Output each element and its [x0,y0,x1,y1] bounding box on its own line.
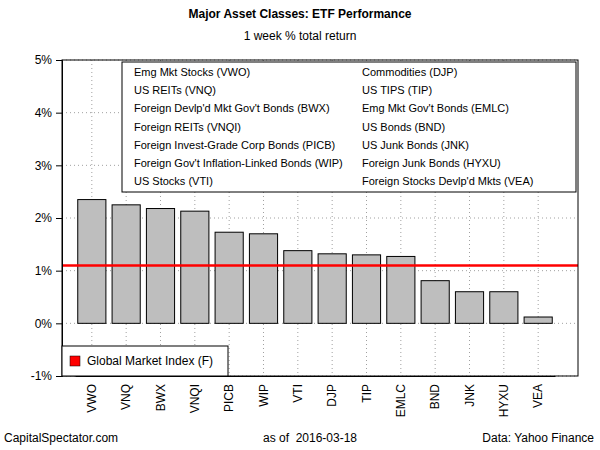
footer-left: CapitalSpectator.com [4,431,118,445]
y-tick-mark [56,323,62,324]
legend-swatch [70,356,80,366]
y-tick: 0% [35,317,62,331]
bar [490,292,518,324]
y-tick: 2% [35,211,62,225]
title: Major Asset Classes: ETF Performance [189,7,412,21]
annotation-box: Emg Mkt Stocks (VWO) US REITs (VNQ) Foreig… [122,62,576,192]
legend-label: Global Market Index (F) [87,354,213,368]
bar [181,211,209,323]
footer-center: as of 2016-03-18 [263,431,357,445]
annotation: US Stocks (VTI) [134,175,213,187]
x-tick-label: VNQ [119,384,133,410]
annotation: Foreign Junk Bonds (HYXU) [362,157,501,169]
x-tick-label: VWO [85,384,99,413]
y-tick-mark [56,60,62,61]
y-tick: -1% [31,369,62,383]
y-tick-label: 4% [35,106,53,120]
x-tick-label: VEA [531,384,545,408]
x-tick-label: TIP [360,384,374,403]
x-tick-label: BND [428,384,442,410]
chart: Major Asset Classes: ETF Performance 1 we… [0,0,600,450]
bar [112,205,140,323]
annotation: US TIPS (TIP) [362,84,432,96]
annotation: Foreign Devlp'd Mkt Gov't Bonds (BWX) [134,102,330,114]
x-tick-label: WIP [257,384,271,407]
x-tick: VTI [291,376,305,403]
x-tick: VNQ [119,376,133,410]
bar [215,232,243,323]
annotation: US Bonds (BND) [362,121,445,133]
x-tick-label: EMLC [394,384,408,418]
x-tick: VWO [85,376,99,413]
x-tick-label: HYXU [497,384,511,417]
y-tick-mark [56,271,62,272]
benchmark-line [62,264,578,267]
annotation: Emg Mkt Gov't Bonds (EMLC) [362,102,509,114]
annotation: US Junk Bonds (JNK) [362,139,469,151]
x-tick: VEA [531,376,545,408]
y-tick-label: 0% [35,317,53,331]
annotation: Foreign Stocks Devlp'd Mkts (VEA) [362,175,533,187]
y-tick-mark [56,218,62,219]
bar [249,234,277,324]
annotation: US REITs (VNQ) [134,84,216,96]
annotation: Foreign Invest-Grade Corp Bonds (PICB) [134,139,335,151]
y-tick-mark [56,113,62,114]
x-tick-label: PICB [222,384,236,412]
y-tick: 5% [35,53,62,67]
y-tick-label: 1% [35,264,53,278]
x-axis: VWO VNQ BWX VNQI PICB WIP VTI DJP TIP EMLC BND JNK H… [76,376,556,417]
x-tick: BWX [154,376,168,411]
y-tick: 3% [35,159,62,173]
x-tick: TIP [360,376,374,403]
annotation-frame [122,62,576,192]
x-tick: DJP [325,376,339,407]
subtitle: 1 week % total return [244,29,357,43]
x-tick: HYXU [497,376,511,417]
annotation: Foreign Gov't Inflation-Linked Bonds (WI… [134,157,343,169]
footer-right: Data: Yahoo Finance [482,431,594,445]
x-tick-label: BWX [154,384,168,411]
x-tick: EMLC [394,376,408,417]
y-tick-label: -1% [31,369,53,383]
annotation: Emg Mkt Stocks (VWO) [134,66,250,78]
y-tick-mark [56,165,62,166]
x-tick: VNQI [188,376,202,413]
y-tick-label: 3% [35,159,53,173]
bar [78,200,106,324]
grid [62,60,578,376]
y-tick: 1% [35,264,62,278]
bar [284,251,312,324]
x-tick-label: VNQI [188,384,202,413]
plot-area [62,200,578,324]
y-tick-mark [56,376,62,377]
x-tick: BND [428,376,442,409]
y-axis: -1% 0% 1% 2% 3% 4% 5% [31,53,63,383]
y-tick-label: 5% [35,53,53,67]
legend-frame [62,346,228,376]
bar [455,292,483,324]
legend: Global Market Index (F) [62,346,228,376]
y-axis-line [56,61,63,377]
plot-frame [62,60,578,376]
annotation: Commodities (DJP) [362,66,457,78]
y-tick: 4% [35,106,62,120]
x-tick-label: DJP [325,384,339,407]
x-tick: WIP [257,376,271,407]
bar [524,317,552,323]
x-tick: JNK [463,376,477,407]
annotation: Foreign REITs (VNQI) [134,121,241,133]
x-tick-label: JNK [463,384,477,407]
x-tick-label: VTI [291,384,305,403]
x-tick: PICB [222,376,236,412]
y-tick-label: 2% [35,211,53,225]
bar [421,281,449,324]
